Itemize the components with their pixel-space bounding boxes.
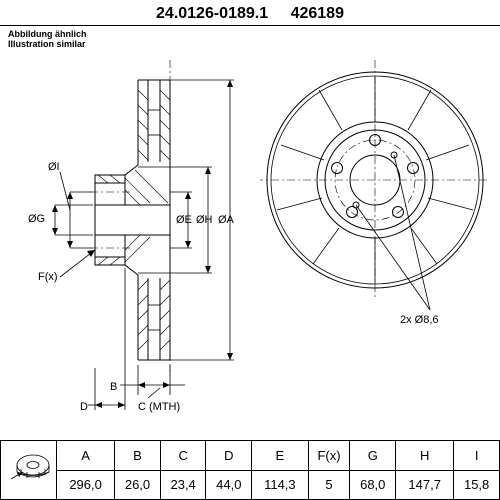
part-number: 24.0126-0189.1 bbox=[156, 5, 268, 22]
dim-H: ØH bbox=[196, 214, 213, 226]
col-D: D bbox=[206, 441, 252, 471]
dim-C: C (MTH) bbox=[138, 401, 180, 413]
dim-D: D bbox=[80, 401, 88, 413]
val-E: 114,3 bbox=[252, 470, 309, 500]
short-code: 426189 bbox=[291, 5, 344, 22]
dim-A: ØA bbox=[218, 214, 235, 226]
col-E: E bbox=[252, 441, 309, 471]
col-G: G bbox=[350, 441, 396, 471]
col-B: B bbox=[115, 441, 161, 471]
header: 24.0126-0189.1 426189 bbox=[0, 5, 500, 26]
col-A: A bbox=[57, 441, 115, 471]
table-value-row: 296,0 26,0 23,4 44,0 114,3 5 68,0 147,7 … bbox=[1, 470, 500, 500]
disc-thumbnail-icon bbox=[5, 447, 53, 491]
val-F: 5 bbox=[308, 470, 350, 500]
drawing-area: ØI ØG ØE ØH bbox=[0, 30, 500, 440]
val-H: 147,7 bbox=[396, 470, 454, 500]
side-section-view: ØI ØG ØE ØH bbox=[20, 50, 260, 430]
dim-G: ØG bbox=[28, 213, 45, 225]
table-header-row: A B C D E F(x) G H I bbox=[1, 441, 500, 471]
diagram-container: 24.0126-0189.1 426189 Abbildung ähnlich … bbox=[0, 0, 500, 500]
val-C: 23,4 bbox=[160, 470, 206, 500]
val-G: 68,0 bbox=[350, 470, 396, 500]
val-I: 15,8 bbox=[454, 470, 500, 500]
col-H: H bbox=[396, 441, 454, 471]
val-D: 44,0 bbox=[206, 470, 252, 500]
front-view: 2x Ø8,6 bbox=[260, 55, 490, 385]
dim-B: B bbox=[110, 381, 117, 393]
dim-E: ØE bbox=[176, 214, 192, 226]
dim-F: F(x) bbox=[38, 271, 58, 283]
val-A: 296,0 bbox=[57, 470, 115, 500]
table-thumbnail-cell bbox=[1, 441, 57, 500]
col-I: I bbox=[454, 441, 500, 471]
dimension-table: A B C D E F(x) G H I 296,0 26,0 23,4 44,… bbox=[0, 440, 500, 500]
val-B: 26,0 bbox=[115, 470, 161, 500]
hole-note: 2x Ø8,6 bbox=[400, 314, 439, 326]
col-C: C bbox=[160, 441, 206, 471]
dim-I: ØI bbox=[48, 161, 60, 173]
col-F: F(x) bbox=[308, 441, 350, 471]
